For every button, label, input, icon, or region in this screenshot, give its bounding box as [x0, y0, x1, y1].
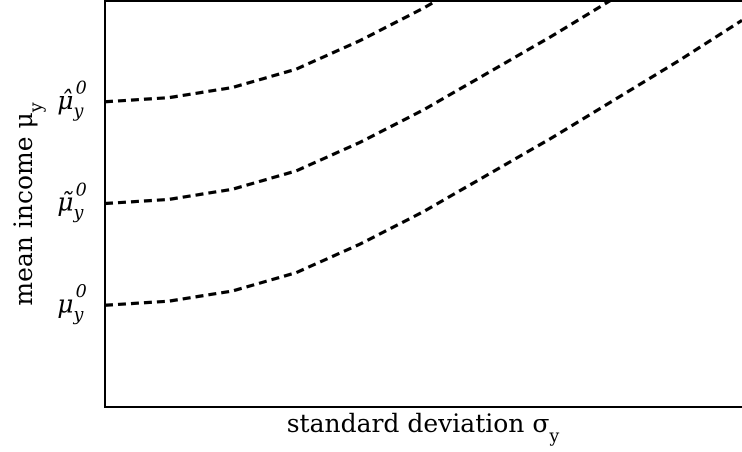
curve [105, 0, 615, 206]
y-axis-label: mean income μy [9, 102, 47, 305]
curves [105, 0, 742, 307]
plot-frame [104, 0, 742, 408]
y-tick-label: μ̂y0 [57, 78, 86, 121]
y-tick-label: μy0 [57, 282, 86, 325]
curve [105, 19, 742, 307]
y-tick-label: μ̃y0 [57, 180, 86, 223]
curve [105, 0, 441, 104]
x-axis-label: standard deviation σy [287, 409, 560, 447]
